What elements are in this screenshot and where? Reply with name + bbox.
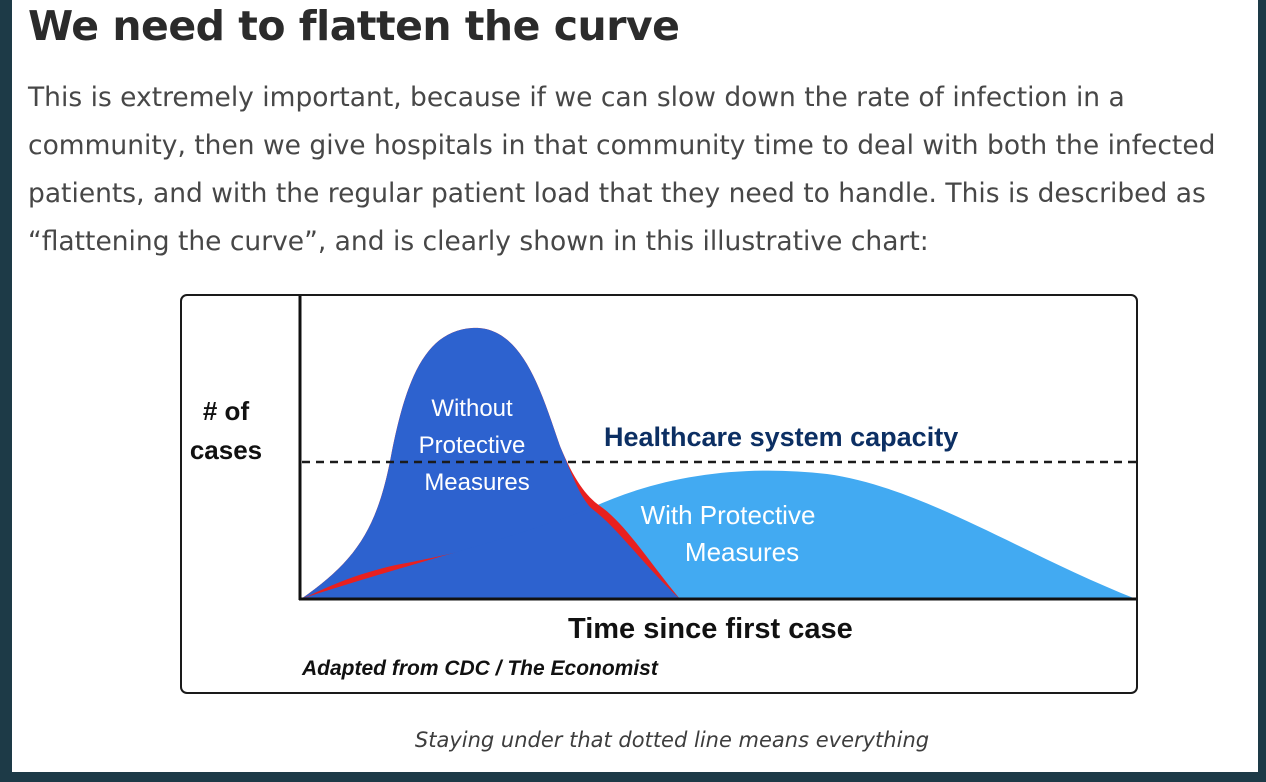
article-paragraph: This is extremely important, because if … [28, 82, 1216, 257]
chart-source-note: Adapted from CDC / The Economist [301, 657, 659, 680]
article-page: We need to flatten the curve This is ext… [12, 0, 1258, 772]
series-label-with-line-1: With Protective [641, 500, 816, 530]
series-label-without-line-3: Measures [424, 469, 529, 496]
series-label-without-line-1: Without [431, 395, 513, 422]
background-strip [12, 772, 1258, 782]
y-axis-label-line-2: cases [190, 435, 262, 465]
y-axis-label-line-1: # of [203, 396, 250, 426]
overlap-area-lower [301, 508, 680, 599]
x-axis-label: Time since first case [568, 613, 853, 645]
series-label-with-line-2: Measures [685, 537, 799, 567]
flatten-curve-chart: # of cases Without Protective Measures H… [180, 294, 1138, 694]
figure-caption: Staying under that dotted line means eve… [414, 728, 930, 752]
article-heading: We need to flatten the curve [28, 2, 680, 50]
capacity-label: Healthcare system capacity [604, 422, 958, 452]
series-label-without-line-2: Protective [419, 432, 526, 459]
